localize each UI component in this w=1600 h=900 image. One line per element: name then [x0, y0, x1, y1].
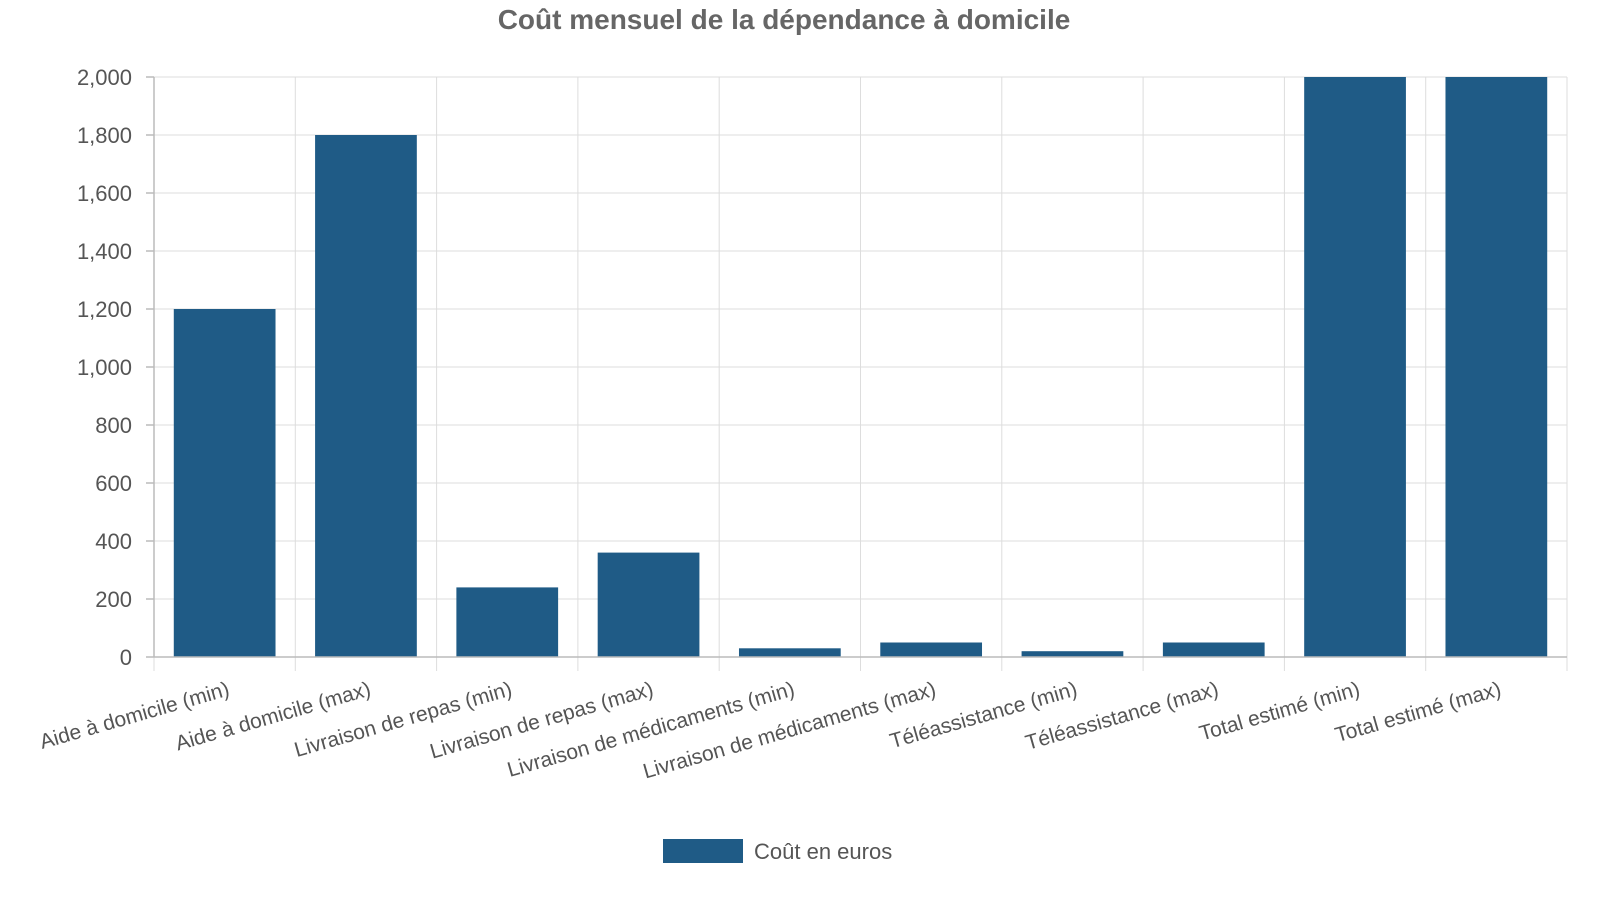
bar[interactable]	[738, 648, 841, 657]
legend-swatch	[663, 839, 743, 863]
bar[interactable]	[1304, 77, 1406, 657]
x-axis-labels: Aide à domicile (min)Aide à domicile (ma…	[37, 678, 1504, 784]
bar[interactable]	[1021, 651, 1124, 657]
bar[interactable]	[315, 135, 417, 657]
y-tick-label: 400	[95, 529, 132, 554]
y-axis-ticks: 0 200 400 600 800 1,000 1,200 1,400 1,600 1,800 2,…	[77, 65, 154, 670]
bar[interactable]	[173, 309, 276, 657]
y-tick-label: 600	[95, 471, 132, 496]
chart-title: Coût mensuel de la dépendance à domicile	[498, 4, 1071, 35]
y-tick-label: 1,200	[77, 297, 132, 322]
y-tick-label: 2,000	[77, 65, 132, 90]
y-tick-label: 0	[120, 645, 132, 670]
y-tick-label: 1,600	[77, 181, 132, 206]
bars	[173, 77, 1548, 658]
legend: Coût en euros	[663, 839, 892, 864]
bar[interactable]	[456, 587, 559, 657]
y-tick-label: 800	[95, 413, 132, 438]
bar[interactable]	[880, 642, 983, 658]
y-tick-label: 1,400	[77, 239, 132, 264]
y-tick-label: 1,000	[77, 355, 132, 380]
y-tick-label: 1,800	[77, 123, 132, 148]
bar[interactable]	[1445, 77, 1548, 657]
legend-label: Coût en euros	[754, 839, 892, 864]
y-tick-label: 200	[95, 587, 132, 612]
bar[interactable]	[1162, 642, 1265, 658]
bar[interactable]	[597, 552, 700, 657]
